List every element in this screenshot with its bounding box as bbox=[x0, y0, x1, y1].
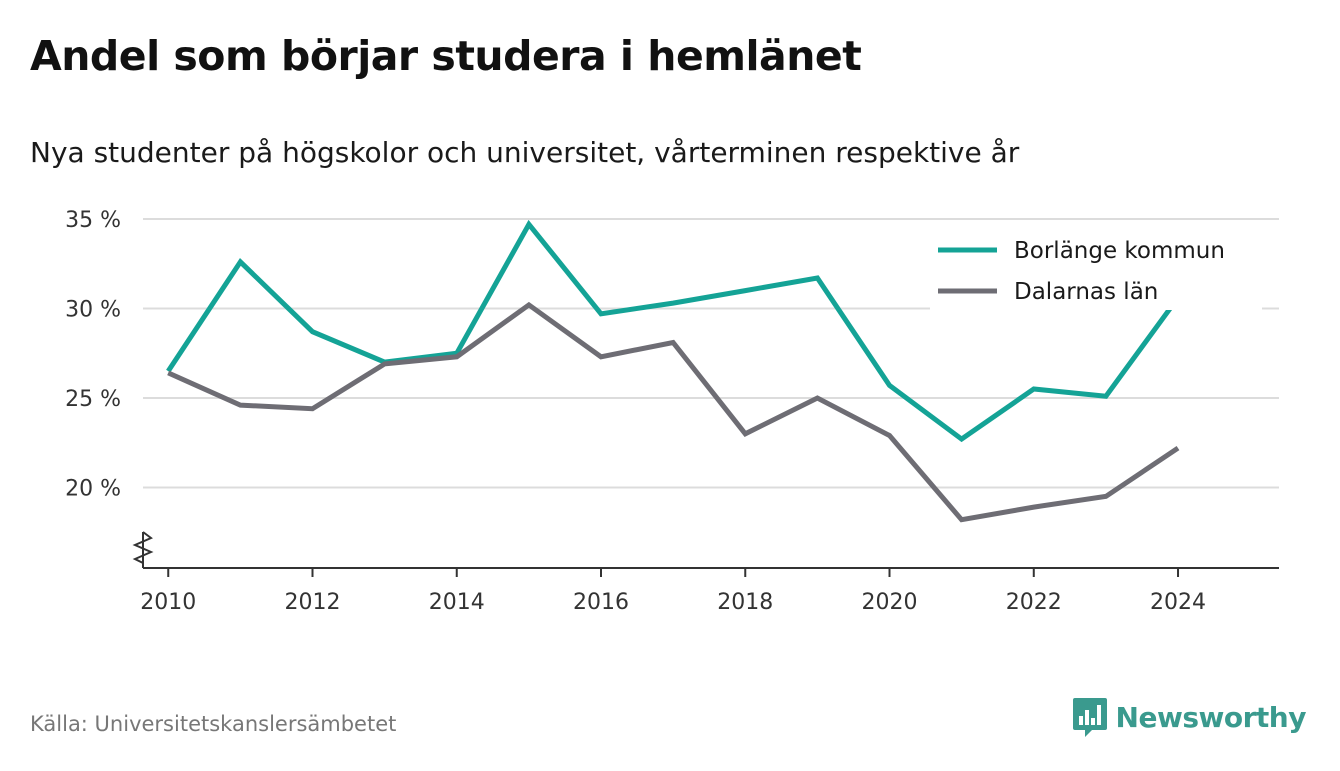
chart-title: Andel som börjar studera i hemlänet bbox=[30, 32, 862, 80]
x-tick-label: 2010 bbox=[140, 590, 196, 615]
series-line-1 bbox=[166, 219, 1181, 443]
newsworthy-logo-icon bbox=[1072, 698, 1107, 737]
series-line-2 bbox=[167, 301, 1180, 523]
x-tick-label: 2014 bbox=[429, 590, 485, 615]
legend-background bbox=[930, 228, 1262, 310]
y-tick-label: 35 % bbox=[65, 208, 121, 233]
source-note: Källa: Universitetskanslersämbetet bbox=[30, 712, 397, 736]
chart-subtitle: Nya studenter på högskolor och universit… bbox=[30, 136, 1020, 169]
y-axis-break-icon bbox=[132, 531, 154, 564]
legend-label: Borlänge kommun bbox=[1014, 238, 1225, 264]
y-tick-label: 25 % bbox=[65, 387, 121, 412]
x-tick-label: 2012 bbox=[284, 590, 340, 615]
x-tick-label: 2018 bbox=[717, 590, 773, 615]
brand-name: Newsworthy bbox=[1115, 700, 1307, 734]
x-tick-label: 2016 bbox=[573, 590, 629, 615]
x-tick-label: 2022 bbox=[1006, 590, 1062, 615]
x-tick-label: 2024 bbox=[1150, 590, 1206, 615]
y-tick-label: 30 % bbox=[65, 297, 121, 322]
legend-label: Dalarnas län bbox=[1014, 279, 1158, 305]
y-tick-label: 20 % bbox=[65, 476, 121, 501]
brand-logo: Newsworthy bbox=[1072, 696, 1307, 738]
x-tick-label: 2020 bbox=[862, 590, 918, 615]
line-chart: 20 % 25 % 30 % 35 % 2010 2012 2014 2016 2018 2020… bbox=[65, 208, 1279, 615]
